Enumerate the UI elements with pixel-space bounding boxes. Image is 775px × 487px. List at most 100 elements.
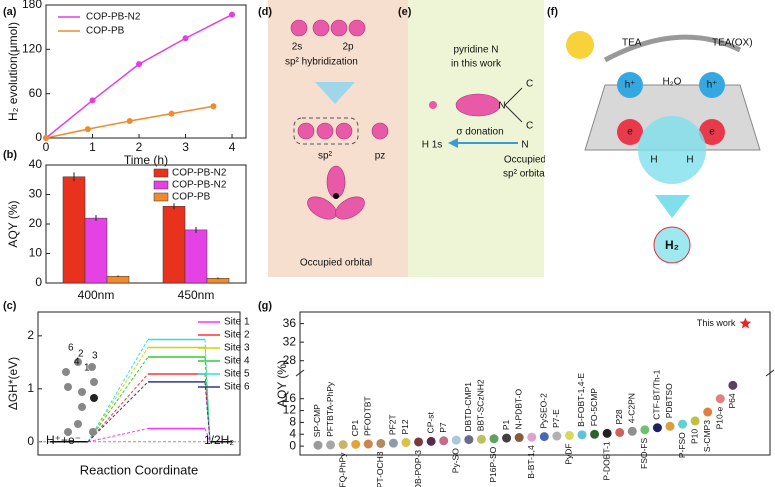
point-label: CP-st <box>425 411 435 433</box>
legend-label: COP-PB-N2 <box>86 12 141 23</box>
y-tick-label: 0 <box>289 438 296 452</box>
point-label: PF2T <box>388 414 398 435</box>
y-tick-label: 180 <box>22 0 42 11</box>
end-label: 1/2H₂ <box>204 433 234 447</box>
legend-swatch <box>153 168 169 178</box>
label: h⁺ <box>625 80 636 91</box>
data-point <box>665 421 675 431</box>
atom <box>62 368 70 376</box>
data-point <box>602 428 612 438</box>
data-point <box>564 430 574 440</box>
data-point <box>502 433 512 443</box>
point-label: P16P-SO <box>488 446 498 482</box>
atom <box>64 428 72 436</box>
point-label: SP-CMP <box>312 404 322 437</box>
point-label: CP1 <box>350 420 360 437</box>
plot-frame <box>299 311 771 456</box>
panel-d: 2s 2p sp² hybridization sp² pz Occupied … <box>258 0 408 277</box>
label: H <box>650 155 657 166</box>
x-axis-title: Reaction Coordinate <box>80 462 199 477</box>
x-tick-label: 2 <box>136 140 143 154</box>
arrow <box>603 34 742 63</box>
legend-label: Site 2 <box>224 330 250 341</box>
data-point <box>326 440 336 450</box>
point-label: This work <box>697 318 736 328</box>
arrow <box>315 82 355 104</box>
data-point <box>627 426 637 436</box>
x-axis-title: Time (h) <box>124 153 168 167</box>
y-axis-title: H₂ evolution(μmol) <box>6 22 20 121</box>
y-tick-label: 1 <box>27 381 34 395</box>
label: pz <box>375 151 386 162</box>
data-point <box>539 432 549 442</box>
data-point <box>552 431 562 441</box>
data-point <box>703 407 713 417</box>
panel-bg <box>268 0 408 277</box>
data-point <box>229 11 236 18</box>
panel-label: (b) <box>3 149 17 161</box>
point-label: S-CMP3 <box>702 420 712 452</box>
connector <box>87 356 149 443</box>
point-label: PyDF <box>564 443 574 464</box>
point-label: P28 <box>614 409 624 424</box>
point-label: P10 <box>689 429 699 444</box>
x-tick-label: 3 <box>182 140 189 154</box>
data-point <box>690 416 700 426</box>
data-point <box>363 439 373 449</box>
panel-e: pyridine N in this work N C C σ donation… <box>398 0 547 277</box>
connector <box>87 373 149 443</box>
label: N <box>521 140 528 151</box>
label: H₂O <box>663 77 682 88</box>
point-label: P-DOBT-1 <box>601 441 611 480</box>
data-point <box>126 118 133 125</box>
label: sp² hybridization <box>285 57 358 68</box>
y-tick-label: 0 <box>35 130 42 144</box>
point-label: DBTD-CMP1 <box>463 382 473 432</box>
point-label: CTF-BT/Th-1 <box>652 369 662 419</box>
atom <box>64 383 72 391</box>
point-label: P7 <box>438 422 448 433</box>
label: Occupied <box>504 155 546 166</box>
y-axis-title: AQY (%) <box>6 200 20 247</box>
data-point <box>210 103 217 110</box>
data-point <box>514 433 524 443</box>
group-box <box>293 117 359 145</box>
label: pyridine N <box>453 45 498 56</box>
label: C <box>526 79 533 90</box>
point-label: B-FOBT-1,4-E <box>576 373 586 427</box>
panel-label: (a) <box>3 6 17 18</box>
x-tick-label: 1 <box>89 140 96 154</box>
y-tick-label: 20 <box>29 216 43 230</box>
point-label: TFPT-OCH3 <box>375 451 385 487</box>
legend-label: COP-PB <box>86 26 125 37</box>
atom <box>89 428 97 436</box>
data-point <box>640 425 650 435</box>
site-number: 2 <box>78 349 84 360</box>
point-label: B-BT-1,4 <box>526 445 536 479</box>
arrow-head <box>448 138 458 148</box>
panel-label: (e) <box>398 6 412 18</box>
label: Occupied orbital <box>300 258 372 269</box>
bar <box>106 275 130 284</box>
panel-label: (c) <box>3 300 17 312</box>
x-tick-label: 400nm <box>78 288 115 302</box>
atom <box>78 388 86 396</box>
plot-frame <box>45 4 247 139</box>
site-number: 3 <box>92 351 98 362</box>
y-tick-label: 60 <box>29 86 43 100</box>
data-point <box>182 35 189 42</box>
hole <box>617 72 643 98</box>
data-point <box>376 438 386 448</box>
data-point <box>89 97 96 104</box>
point-label: FO-5CMP <box>589 388 599 427</box>
y-tick-label: 120 <box>22 42 42 56</box>
connector <box>204 428 211 442</box>
y-tick-label: 8 <box>289 415 296 429</box>
bar <box>84 217 108 284</box>
data-point <box>577 430 587 440</box>
electron <box>617 119 643 145</box>
atom <box>88 363 96 371</box>
hole <box>699 72 725 98</box>
data-point <box>489 434 499 444</box>
